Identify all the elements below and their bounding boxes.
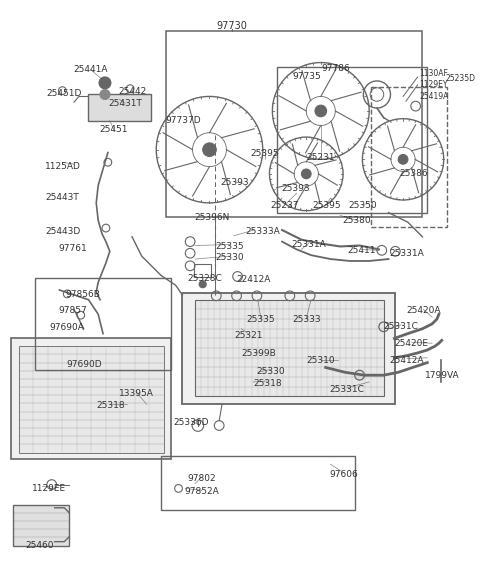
Bar bbox=[11, 338, 171, 460]
Text: 97606: 97606 bbox=[330, 470, 359, 479]
Text: 97690D: 97690D bbox=[67, 360, 102, 369]
Text: 25237: 25237 bbox=[271, 201, 299, 210]
Text: 25330: 25330 bbox=[216, 253, 244, 262]
Text: 1125AD: 1125AD bbox=[45, 162, 81, 171]
Text: 25386: 25386 bbox=[399, 169, 428, 178]
Text: 25335: 25335 bbox=[216, 242, 244, 250]
Circle shape bbox=[199, 281, 206, 288]
Bar bbox=[88, 94, 151, 121]
Text: 25393: 25393 bbox=[281, 184, 310, 192]
Text: 1130AF: 1130AF bbox=[420, 69, 448, 78]
Circle shape bbox=[301, 169, 311, 179]
Text: 25331C: 25331C bbox=[329, 385, 364, 394]
Circle shape bbox=[203, 143, 216, 156]
Text: 25451: 25451 bbox=[99, 125, 128, 134]
Text: 25396N: 25396N bbox=[195, 213, 230, 221]
Text: 25333: 25333 bbox=[292, 315, 321, 324]
Circle shape bbox=[99, 77, 111, 89]
Text: 25235D: 25235D bbox=[445, 74, 476, 83]
Text: 97737D: 97737D bbox=[166, 116, 201, 125]
Text: 97730: 97730 bbox=[216, 21, 247, 31]
Text: 25331A: 25331A bbox=[292, 240, 326, 249]
Text: 25318: 25318 bbox=[96, 401, 125, 410]
Text: 97786: 97786 bbox=[321, 64, 350, 73]
Text: 25395: 25395 bbox=[251, 149, 279, 157]
Text: 25451D: 25451D bbox=[46, 89, 81, 98]
Text: 22412A: 22412A bbox=[237, 275, 271, 285]
Text: 25336D: 25336D bbox=[173, 418, 209, 427]
Bar bbox=[371, 87, 446, 227]
Text: 97856B: 97856B bbox=[65, 290, 100, 299]
Text: 25331C: 25331C bbox=[384, 322, 419, 331]
Circle shape bbox=[100, 89, 110, 99]
Bar bbox=[35, 278, 171, 370]
Text: 25330: 25330 bbox=[256, 367, 285, 376]
Text: 25335: 25335 bbox=[246, 315, 275, 324]
Text: 25412A: 25412A bbox=[390, 356, 424, 365]
Text: 25231: 25231 bbox=[307, 153, 335, 162]
Bar bbox=[194, 264, 211, 278]
Text: 97735: 97735 bbox=[293, 72, 322, 81]
Text: 25460: 25460 bbox=[26, 541, 54, 550]
Text: 25442: 25442 bbox=[118, 87, 146, 96]
Text: 25441A: 25441A bbox=[73, 66, 108, 74]
Circle shape bbox=[398, 155, 408, 164]
Circle shape bbox=[315, 105, 326, 117]
Bar bbox=[277, 67, 427, 213]
Text: 1799VA: 1799VA bbox=[424, 371, 459, 381]
Text: 25310: 25310 bbox=[307, 356, 335, 365]
Text: 25328C: 25328C bbox=[187, 274, 222, 282]
Text: 13395A: 13395A bbox=[119, 389, 154, 398]
Text: 25350: 25350 bbox=[348, 201, 377, 210]
Bar bbox=[195, 300, 384, 396]
Text: 97857: 97857 bbox=[59, 306, 87, 315]
Bar bbox=[166, 31, 422, 217]
Text: 25380: 25380 bbox=[342, 217, 371, 225]
Text: 25331A: 25331A bbox=[390, 249, 424, 259]
Text: 25420A: 25420A bbox=[406, 306, 441, 314]
Text: 97690A: 97690A bbox=[50, 323, 84, 332]
Text: 97852A: 97852A bbox=[184, 487, 219, 497]
Text: 25393: 25393 bbox=[220, 178, 249, 187]
Text: 25431T: 25431T bbox=[108, 99, 142, 108]
Bar bbox=[13, 505, 69, 546]
Text: 25443T: 25443T bbox=[45, 193, 79, 202]
Text: 25333A: 25333A bbox=[245, 227, 280, 236]
Text: 25321: 25321 bbox=[234, 331, 263, 340]
Text: 25318: 25318 bbox=[253, 379, 282, 388]
Text: 97802: 97802 bbox=[187, 474, 216, 483]
Bar bbox=[161, 457, 355, 510]
Text: 1129EY: 1129EY bbox=[420, 80, 448, 89]
Text: 97761: 97761 bbox=[59, 243, 87, 253]
Bar bbox=[182, 293, 396, 404]
Text: 25419A: 25419A bbox=[420, 92, 449, 101]
Text: 25411: 25411 bbox=[347, 246, 376, 256]
Bar bbox=[19, 346, 164, 453]
Text: 1129EE: 1129EE bbox=[32, 483, 67, 493]
Text: 25395: 25395 bbox=[312, 201, 341, 210]
Text: 25399B: 25399B bbox=[241, 349, 276, 358]
Text: 25443D: 25443D bbox=[45, 227, 80, 236]
Text: 25420E: 25420E bbox=[395, 339, 429, 349]
